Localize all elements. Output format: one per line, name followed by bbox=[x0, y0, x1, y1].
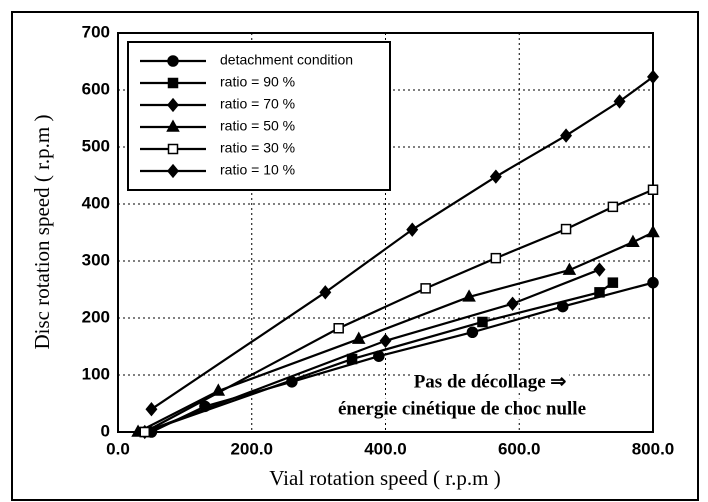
marker bbox=[647, 69, 659, 85]
legend-label: ratio = 10 % bbox=[220, 162, 295, 178]
series-line bbox=[144, 268, 600, 434]
legend-label: ratio = 70 % bbox=[220, 96, 295, 112]
annotation-bg bbox=[334, 398, 590, 420]
y-tick-label: 600 bbox=[82, 79, 110, 98]
page-frame bbox=[11, 11, 699, 501]
marker bbox=[646, 224, 660, 238]
legend-marker bbox=[167, 163, 179, 179]
legend-label: detachment condition bbox=[220, 52, 353, 68]
legend-marker bbox=[167, 77, 179, 89]
marker bbox=[607, 201, 619, 213]
marker bbox=[560, 128, 573, 143]
marker bbox=[607, 277, 619, 288]
marker bbox=[420, 283, 431, 294]
marker bbox=[139, 426, 150, 438]
marker bbox=[490, 252, 502, 264]
legend-label: ratio = 90 % bbox=[220, 74, 295, 90]
marker bbox=[333, 323, 344, 334]
y-tick-label: 400 bbox=[82, 193, 110, 212]
marker bbox=[613, 94, 626, 109]
annotation-bg bbox=[410, 371, 570, 393]
marker bbox=[406, 222, 419, 237]
y-tick-label: 300 bbox=[82, 250, 110, 269]
marker bbox=[647, 184, 659, 195]
marker bbox=[145, 402, 158, 417]
y-axis-label: Disc rotation speed ( r.p.m ) bbox=[30, 114, 54, 349]
y-tick-label: 0 bbox=[101, 421, 110, 440]
x-tick-label: 400.0 bbox=[364, 439, 407, 458]
marker bbox=[647, 276, 659, 289]
annotation: Pas de décollage ⇒ bbox=[414, 371, 567, 392]
marker bbox=[562, 262, 577, 275]
legend-marker bbox=[167, 143, 179, 155]
y-tick-label: 100 bbox=[82, 364, 110, 383]
x-axis-label: Vial rotation speed ( r.p.m ) bbox=[269, 466, 500, 490]
legend-marker bbox=[167, 97, 179, 113]
x-tick-label: 600.0 bbox=[498, 439, 541, 458]
legend-label: ratio = 30 % bbox=[220, 140, 295, 156]
marker bbox=[346, 353, 358, 365]
marker bbox=[477, 316, 488, 328]
x-tick-label: 0.0 bbox=[106, 439, 130, 458]
marker bbox=[379, 333, 392, 348]
legend-box bbox=[127, 41, 391, 191]
x-tick-label: 800.0 bbox=[632, 439, 675, 458]
y-tick-label: 500 bbox=[82, 136, 110, 155]
marker bbox=[462, 289, 476, 302]
marker bbox=[594, 287, 605, 298]
marker bbox=[466, 326, 479, 338]
marker bbox=[489, 169, 502, 184]
marker bbox=[319, 285, 332, 300]
y-tick-label: 700 bbox=[82, 22, 110, 41]
legend-label: ratio = 50 % bbox=[220, 118, 295, 134]
x-tick-label: 200.0 bbox=[230, 439, 273, 458]
marker bbox=[626, 234, 640, 247]
legend-marker bbox=[166, 119, 180, 132]
marker bbox=[560, 223, 572, 235]
marker bbox=[351, 331, 366, 344]
marker bbox=[506, 296, 519, 311]
annotation: énergie cinétique de choc nulle bbox=[338, 398, 586, 419]
legend-marker bbox=[167, 55, 179, 67]
y-tick-label: 200 bbox=[82, 307, 110, 326]
marker bbox=[593, 262, 606, 277]
